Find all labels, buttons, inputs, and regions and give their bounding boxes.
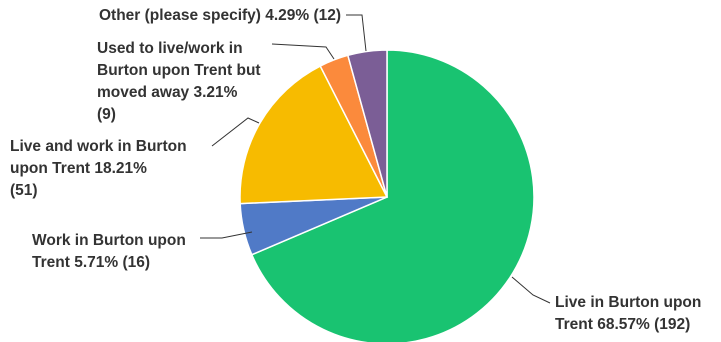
pie-slice-other [346,49,388,198]
slice-label-line: (51) [10,182,38,199]
slice-label-line: Live in Burton upon [555,294,702,311]
leader-line-moved-away [271,43,335,60]
leader-line-live [511,276,551,304]
slice-label-line: moved away 3.21% [97,84,238,101]
leader-line-live-and-work [211,117,260,147]
slice-label-line: Used to live/work in [97,40,243,57]
slice-label-line: Trent 68.57% (192) [555,316,691,333]
slice-label-line: Other (please specify) 4.29% (12) [99,7,342,24]
pie-slice-live-and-work [239,65,389,205]
slice-label-moved-away: Used to live/work in Burton upon Trent b… [97,38,261,126]
slice-label-live-and-work: Live and work in Burton upon Trent 18.21… [10,136,187,202]
slice-label-line: Live and work in Burton [10,138,187,155]
slice-label-work: Work in Burton upon Trent 5.71% (16) [32,230,186,274]
slice-label-line: (9) [97,106,116,123]
slice-label-line: Trent 5.71% (16) [32,254,151,271]
slice-label-other: Other (please specify) 4.29% (12) [99,5,341,27]
leader-line-other [346,14,367,52]
slice-label-live: Live in Burton upon Trent 68.57% (192) [555,292,701,336]
leader-line-work [200,231,253,239]
slice-label-line: Work in Burton upon [32,232,186,249]
slice-label-line: upon Trent 18.21% [10,160,147,177]
pie-slice-live [250,49,535,342]
slice-label-line: Burton upon Trent but [97,62,261,79]
